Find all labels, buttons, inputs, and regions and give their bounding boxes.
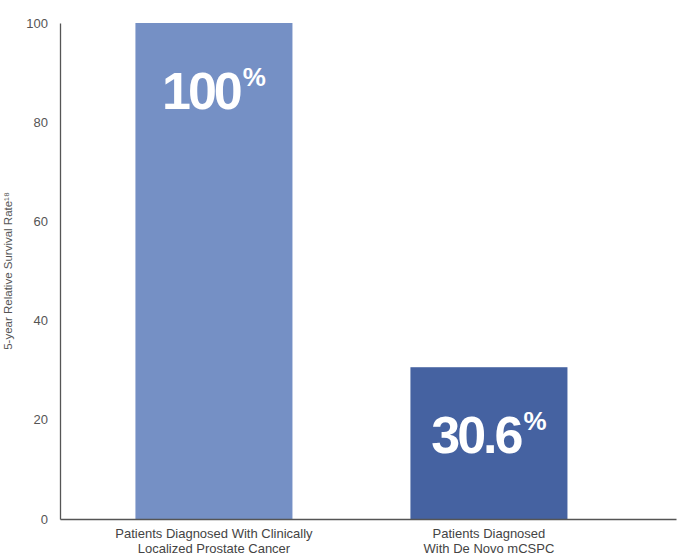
tick-label: 0 (41, 512, 48, 527)
tick-label-line: Patients Diagnosed With Clinically (115, 526, 313, 541)
tick: 20 (34, 412, 60, 427)
tick: 40 (34, 313, 60, 328)
chart-svg: 0 20 40 60 80 100 Patients Diagnosed With Clin… (0, 0, 677, 559)
y-axis: 0 20 40 60 80 100 (26, 16, 60, 527)
data-label: 100% (162, 62, 266, 120)
axis-title: 5-year Relative Survival Rate¹⁸ (2, 192, 14, 350)
tick-label: Patients Diagnosed With ClinicallyLocali… (115, 526, 313, 556)
tick-label: 100 (26, 16, 48, 31)
tick-label: Patients DiagnosedWith De Novo mCSPC (424, 526, 555, 556)
data-label-unit: % (523, 406, 546, 436)
tick-label-line: Patients Diagnosed (433, 526, 546, 541)
tick-label-line: Localized Prostate Cancer (138, 541, 291, 556)
data-labels: 100%30.6% (162, 62, 547, 465)
tick: 100 (26, 16, 60, 31)
bars (135, 23, 567, 519)
tick-label: 80 (34, 115, 48, 130)
tick-label: 60 (34, 214, 48, 229)
tick: Patients DiagnosedWith De Novo mCSPC (424, 519, 555, 556)
chart-container: 0 20 40 60 80 100 Patients Diagnosed With Clin… (0, 0, 677, 559)
data-label-unit: % (243, 62, 266, 92)
bar (135, 23, 292, 519)
tick-label: 40 (34, 313, 48, 328)
tick-label-line: With De Novo mCSPC (424, 541, 555, 556)
data-label-number: 30.6 (431, 406, 522, 464)
data-label-number: 100 (162, 62, 241, 120)
tick: 60 (34, 214, 60, 229)
tick: Patients Diagnosed With ClinicallyLocali… (115, 519, 313, 556)
axis-line (60, 24, 61, 520)
bar (410, 367, 567, 519)
data-label: 30.6% (431, 406, 546, 464)
x-axis: Patients Diagnosed With ClinicallyLocali… (61, 519, 677, 556)
tick-label: 20 (34, 412, 48, 427)
axis-line (61, 519, 677, 520)
tick: 80 (34, 115, 60, 130)
tick: 0 (41, 512, 60, 527)
